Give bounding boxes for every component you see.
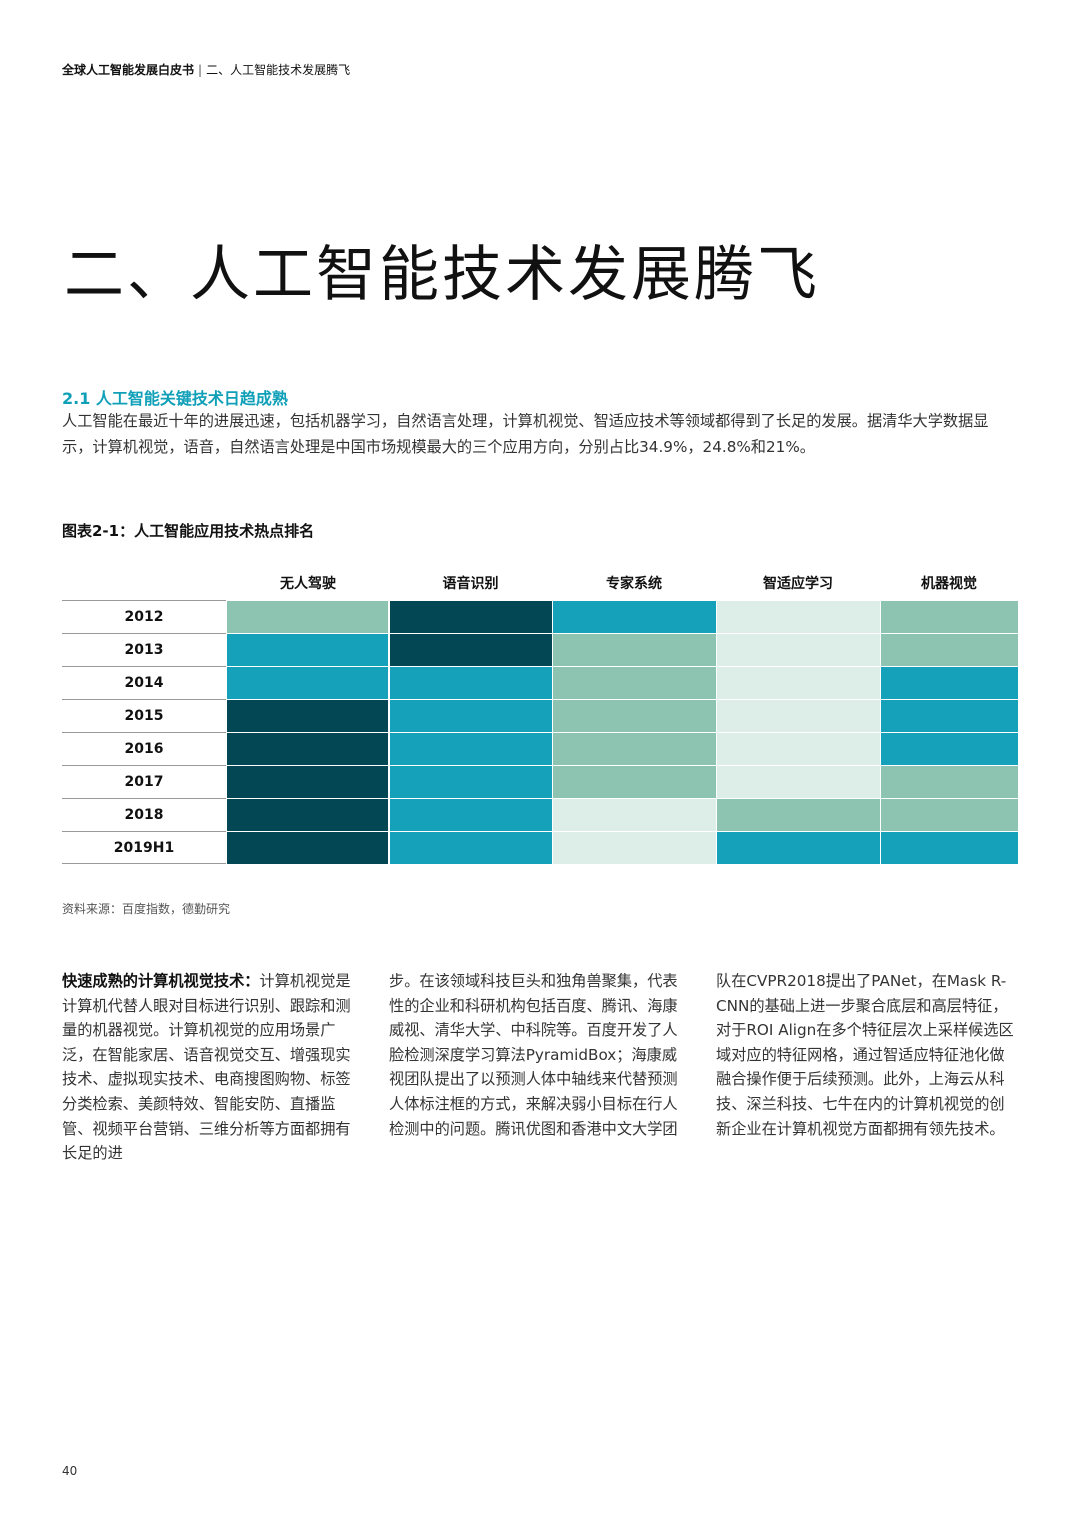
body-column-3: 队在CVPR2018提出了PANet，在Mask R-CNN的基础上进一步聚合底… bbox=[716, 972, 1014, 1138]
heatmap-column-header: 机器视觉 bbox=[921, 576, 977, 592]
heatmap-cell bbox=[881, 832, 1018, 864]
heatmap-cell bbox=[717, 733, 880, 765]
heatmap-cell bbox=[553, 733, 716, 765]
heatmap-column-header: 专家系统 bbox=[606, 576, 662, 592]
heatmap-row-label: 2017 bbox=[62, 765, 226, 798]
heatmap-cell bbox=[390, 766, 552, 798]
body-lead-colon: ： bbox=[244, 972, 260, 990]
heatmap-cell bbox=[717, 601, 880, 633]
body-column-1-text: 计算机视觉是计算机代替人眼对目标进行识别、跟踪和测量的机器视觉。计算机视觉的应用… bbox=[62, 972, 351, 1163]
heatmap-cell bbox=[390, 667, 552, 699]
heatmap-cell bbox=[227, 601, 388, 633]
heatmap-row-label: 2018 bbox=[62, 798, 226, 831]
heatmap-cell bbox=[717, 832, 880, 864]
source-note: 资料来源：百度指数，德勤研究 bbox=[62, 902, 231, 916]
heatmap-cell bbox=[227, 733, 388, 765]
heatmap-row-label: 2012 bbox=[62, 600, 226, 633]
section-title: 2.1 人工智能关键技术日趋成熟 bbox=[62, 389, 288, 408]
heatmap-cell bbox=[390, 700, 552, 732]
heatmap-cell bbox=[227, 799, 388, 831]
heatmap-cell bbox=[227, 700, 388, 732]
heatmap-cell bbox=[717, 766, 880, 798]
heatmap-cell bbox=[553, 634, 716, 666]
heatmap-cell bbox=[227, 832, 388, 864]
heatmap-cell bbox=[881, 601, 1018, 633]
heatmap-cell bbox=[227, 766, 388, 798]
header-separator: | bbox=[198, 63, 203, 77]
heatmap-cell bbox=[227, 667, 388, 699]
heatmap-cell bbox=[390, 733, 552, 765]
heatmap-cell bbox=[717, 634, 880, 666]
chart-title: 图表2-1：人工智能应用技术热点排名 bbox=[62, 522, 315, 540]
heatmap-cell bbox=[881, 667, 1018, 699]
heatmap-cell bbox=[390, 601, 552, 633]
heatmap-row-label: 2019H1 bbox=[62, 831, 226, 864]
heatmap-cell bbox=[881, 766, 1018, 798]
heatmap-cell bbox=[390, 634, 552, 666]
report-title: 全球人工智能发展白皮书 bbox=[62, 63, 195, 77]
heatmap-cell bbox=[390, 799, 552, 831]
heatmap-cell bbox=[553, 700, 716, 732]
intro-paragraph: 人工智能在最近十年的进展迅速，包括机器学习，自然语言处理，计算机视觉、智适应技术… bbox=[62, 412, 989, 456]
heatmap-chart: 无人驾驶 语音识别 专家系统 智适应学习 机器视觉 2012 2013 2014 2015 201… bbox=[62, 568, 1018, 864]
heatmap-row-label: 2016 bbox=[62, 732, 226, 765]
heatmap-cell bbox=[717, 667, 880, 699]
heatmap-cell bbox=[553, 766, 716, 798]
heatmap-row-label: 2013 bbox=[62, 633, 226, 666]
heatmap-cell bbox=[553, 832, 716, 864]
heatmap-column-header: 无人驾驶 bbox=[280, 576, 336, 592]
heatmap-cell bbox=[553, 601, 716, 633]
heatmap-cell bbox=[553, 799, 716, 831]
heatmap-cell bbox=[717, 700, 880, 732]
heatmap-row-label: 2015 bbox=[62, 699, 226, 732]
header-section: 二、人工智能技术发展腾飞 bbox=[206, 63, 351, 77]
heatmap-cell bbox=[881, 733, 1018, 765]
heatmap-cell bbox=[553, 667, 716, 699]
heatmap-cell bbox=[881, 634, 1018, 666]
heatmap-cell bbox=[881, 700, 1018, 732]
heatmap-cell bbox=[227, 634, 388, 666]
heatmap-cell bbox=[390, 832, 552, 864]
heatmap-column-header: 智适应学习 bbox=[763, 576, 833, 592]
body-lead: 快速成熟的计算机视觉技术 bbox=[62, 972, 245, 990]
page-number: 40 bbox=[62, 1464, 78, 1478]
heatmap-row-label: 2014 bbox=[62, 666, 226, 699]
heatmap-cell bbox=[717, 799, 880, 831]
page-title: 二、人工智能技术发展腾飞 bbox=[64, 240, 820, 310]
body-column-2: 步。在该领域科技巨头和独角兽聚集，代表性的企业和科研机构包括百度、腾讯、海康威视… bbox=[389, 972, 678, 1138]
heatmap-column-header: 语音识别 bbox=[442, 576, 499, 592]
running-header: 全球人工智能发展白皮书 | 二、人工智能技术发展腾飞 bbox=[62, 61, 350, 78]
body-column-1: 快速成熟的计算机视觉技术：计算机视觉是计算机代替人眼对目标进行识别、跟踪和测量的… bbox=[62, 969, 362, 1166]
heatmap-cell bbox=[881, 799, 1018, 831]
